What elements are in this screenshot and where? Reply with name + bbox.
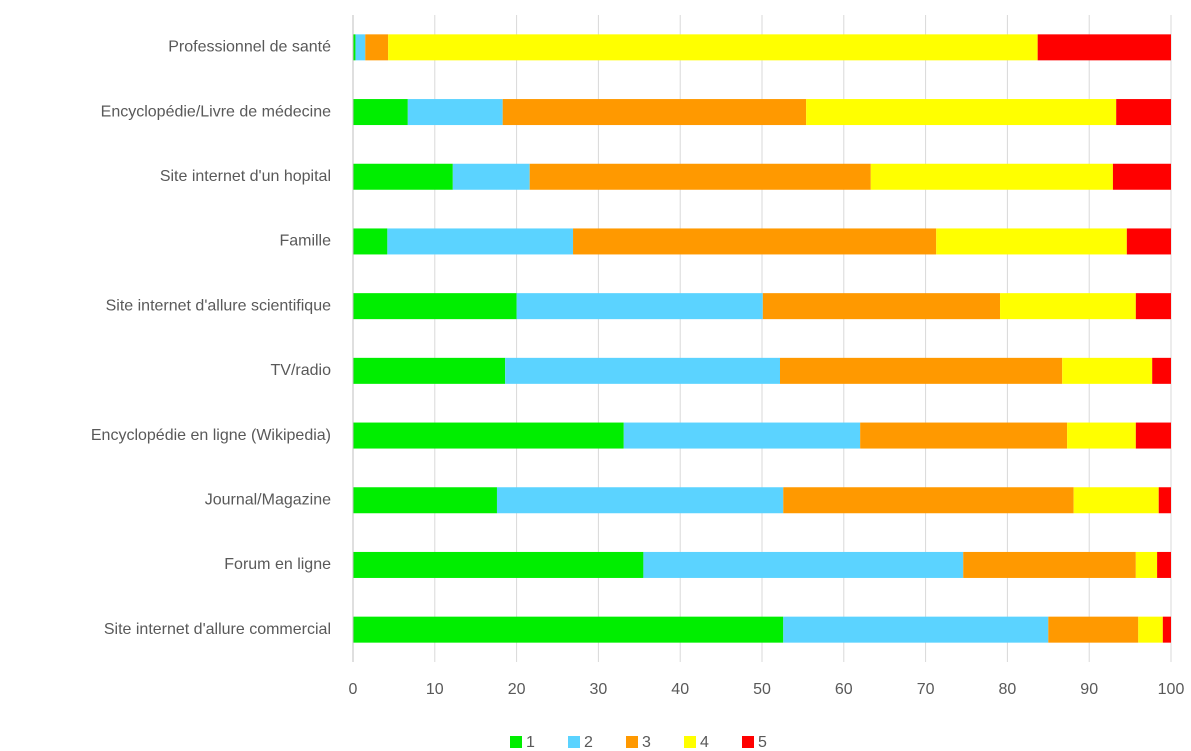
bar-segment [1135, 551, 1158, 578]
x-tick-label: 60 [835, 681, 853, 698]
bar-segment [1157, 551, 1171, 578]
x-tick-label: 100 [1158, 681, 1185, 698]
bar-segment [502, 99, 807, 126]
bar-segment [353, 293, 517, 320]
bar-segment [860, 422, 1068, 449]
bar-segment [1048, 616, 1139, 643]
bar-segment [1138, 616, 1163, 643]
bar-segment [1158, 487, 1171, 514]
bar-segment [353, 228, 388, 255]
legend-label: 2 [584, 734, 593, 751]
bar-segment [1000, 293, 1136, 320]
legend-swatch [568, 736, 580, 748]
x-tick-label: 40 [671, 681, 689, 698]
y-tick-label: Journal/Magazine [205, 491, 331, 508]
x-tick-label: 80 [999, 681, 1017, 698]
bar-segment [407, 99, 503, 126]
y-tick-label: Famille [279, 233, 331, 250]
x-tick-label: 50 [753, 681, 771, 698]
bar-segment [496, 487, 784, 514]
bar-segment [1112, 163, 1171, 190]
bar-segment [783, 487, 1074, 514]
bar-segment [1126, 228, 1171, 255]
bar-segment [365, 34, 389, 61]
bar-segment [1116, 99, 1171, 126]
bar-segment [387, 228, 574, 255]
y-tick-label: Professionnel de santé [168, 39, 331, 56]
x-tick-label: 20 [508, 681, 526, 698]
y-tick-label: Forum en ligne [224, 556, 331, 573]
bar-segment [779, 357, 1063, 384]
bar-segment [643, 551, 964, 578]
bar-segment [353, 34, 356, 61]
bar-segment [353, 616, 784, 643]
bar-segment [516, 293, 763, 320]
bar-segment [936, 228, 1127, 255]
bar-segment [505, 357, 780, 384]
bar-segment [452, 163, 530, 190]
bar-segment [806, 99, 1117, 126]
legend-label: 4 [700, 734, 709, 751]
bar-segment [573, 228, 937, 255]
x-tick-label: 30 [590, 681, 608, 698]
legend-label: 5 [758, 734, 767, 751]
bar-segment [1037, 34, 1171, 61]
x-tick-label: 90 [1080, 681, 1098, 698]
bar-segment [355, 34, 366, 61]
y-tick-label: Site internet d'allure scientifique [106, 297, 332, 314]
bar-segment [783, 616, 1049, 643]
bar-segment [963, 551, 1136, 578]
bar-segment [353, 422, 624, 449]
bar-segment [870, 163, 1113, 190]
bar-segment [388, 34, 1038, 61]
bar-segment [353, 163, 453, 190]
legend-label: 3 [642, 734, 651, 751]
bar-segment [1073, 487, 1159, 514]
legend-swatch [626, 736, 638, 748]
legend-label: 1 [526, 734, 535, 751]
bar-segment [1067, 422, 1136, 449]
x-tick-label: 70 [917, 681, 935, 698]
bar-segment [1062, 357, 1153, 384]
y-tick-label: TV/radio [271, 362, 332, 379]
bar-segment [353, 357, 506, 384]
legend-swatch [684, 736, 696, 748]
x-tick-label: 10 [426, 681, 444, 698]
x-tick-label: 0 [349, 681, 358, 698]
bar-segment [1162, 616, 1171, 643]
bar-segment [623, 422, 861, 449]
bar-segment [1152, 357, 1171, 384]
bar-segment [762, 293, 1001, 320]
y-tick-label: Site internet d'un hopital [160, 168, 331, 185]
legend-swatch [742, 736, 754, 748]
bar-segment [353, 99, 408, 126]
bar-segment [1135, 422, 1171, 449]
y-tick-label: Site internet d'allure commercial [104, 621, 331, 638]
bar-segment [529, 163, 871, 190]
y-tick-label: Encyclopédie/Livre de médecine [101, 103, 331, 120]
y-tick-label: Encyclopédie en ligne (Wikipedia) [91, 427, 331, 444]
legend-swatch [510, 736, 522, 748]
bar-segment [1135, 293, 1171, 320]
bar-segment [353, 551, 644, 578]
bar-segment [353, 487, 497, 514]
